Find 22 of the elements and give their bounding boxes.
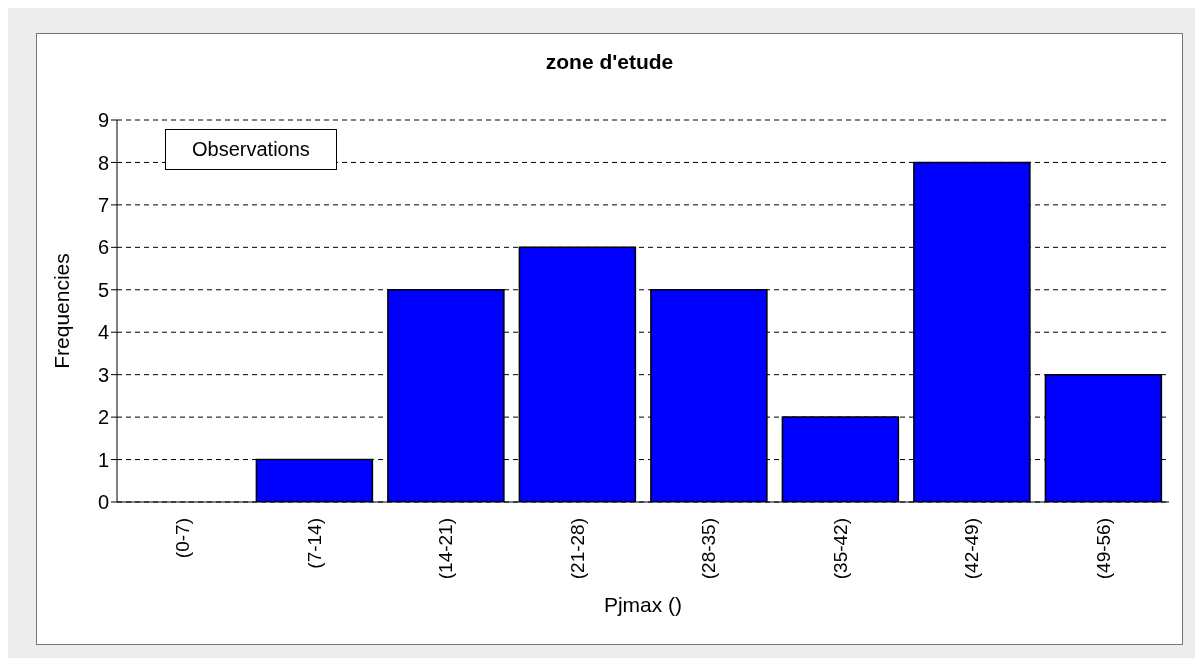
y-tick-label: 6 bbox=[97, 236, 109, 259]
x-tick-label: (7-14) bbox=[303, 518, 325, 569]
x-tick-label: (42-49) bbox=[961, 518, 983, 580]
x-axis-title: Pjmax () bbox=[603, 593, 683, 616]
y-tick-label: 8 bbox=[97, 151, 109, 174]
y-tick-label: 0 bbox=[97, 491, 109, 514]
x-tick-label: (49-56) bbox=[1092, 518, 1114, 580]
y-tick-label: 2 bbox=[97, 406, 109, 429]
y-tick-label: 5 bbox=[97, 278, 109, 301]
y-tick-label: 1 bbox=[97, 448, 109, 471]
y-tick-label: 4 bbox=[97, 321, 109, 344]
y-axis-title: Frequencies bbox=[50, 253, 74, 369]
text: Observations bbox=[192, 138, 310, 160]
y-tick-label: 9 bbox=[97, 109, 109, 132]
y-tick-label: 3 bbox=[97, 363, 109, 386]
x-tick-label: (21-28) bbox=[566, 518, 588, 580]
x-tick-label: (28-35) bbox=[698, 518, 720, 580]
x-tick-label: (35-42) bbox=[829, 518, 851, 580]
y-tick-label: 7 bbox=[97, 193, 109, 216]
x-tick-label: (0-7) bbox=[172, 518, 194, 559]
chart-title: zone d'etude bbox=[544, 50, 675, 74]
x-tick-label: (14-21) bbox=[435, 518, 457, 580]
